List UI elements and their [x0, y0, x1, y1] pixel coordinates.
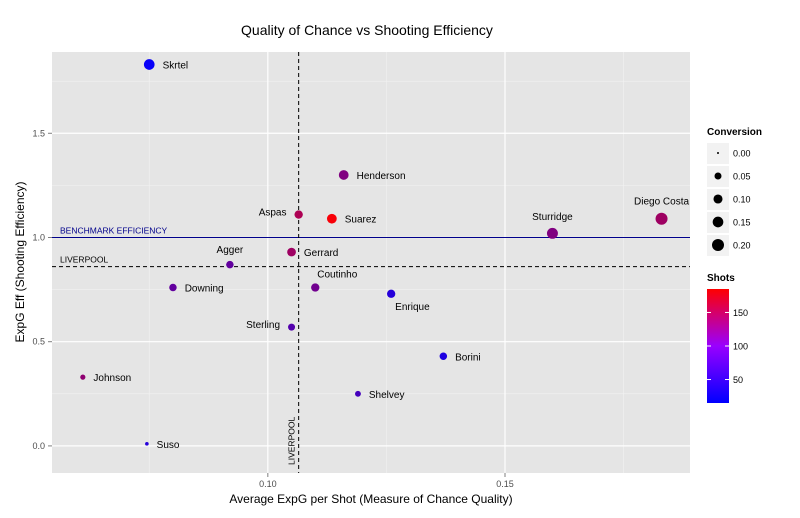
y-tick-label: 0.0 [32, 441, 45, 451]
liverpool-vertical-label: LIVERPOOL [287, 417, 297, 465]
y-tick-label: 1.0 [32, 232, 45, 242]
data-point-label: Gerrard [304, 248, 338, 259]
data-point-label: Agger [217, 245, 244, 256]
legend-size-label: 0.10 [733, 195, 751, 205]
data-point-label: Sterling [246, 320, 280, 331]
data-point [288, 323, 296, 331]
legend-size-dot [717, 152, 719, 154]
data-point [80, 374, 86, 380]
data-point [143, 59, 155, 70]
axes: 0.10 0.15 0.0 0.5 1.0 1.5 [32, 128, 513, 489]
data-point-label: Aspas [259, 208, 287, 219]
chart-title: Quality of Chance vs Shooting Efficiency [241, 22, 493, 38]
data-point [439, 352, 448, 361]
data-point-label: Skrtel [163, 61, 189, 72]
data-point-label: Johnson [93, 373, 131, 384]
plot-panel [52, 52, 690, 473]
data-point-label: Enrique [395, 302, 430, 313]
data-point-label: Borini [455, 352, 481, 363]
data-point [287, 247, 296, 257]
legend-size-dot [714, 172, 722, 180]
data-point [386, 289, 396, 298]
colorbar-tick-label: 100 [733, 342, 748, 352]
data-point-label: Suarez [345, 215, 377, 226]
reference-lines: BENCHMARK EFFICIENCY LIVERPOOL LIVERPOOL [52, 52, 690, 473]
data-point [355, 390, 361, 397]
data-point [294, 210, 303, 219]
data-point [338, 170, 349, 180]
legend-size-label: 0.05 [733, 172, 751, 182]
data-point [145, 442, 149, 446]
legend-shots-title: Shots [707, 273, 735, 284]
data-point-label: Downing [185, 284, 224, 295]
data-point-label: Suso [157, 440, 180, 451]
colorbar-tick-label: 150 [733, 308, 748, 318]
data-point [655, 212, 668, 225]
legend-size-label: 0.00 [733, 149, 751, 159]
legend-size-label: 0.20 [733, 241, 751, 251]
x-tick-label: 0.10 [259, 479, 277, 489]
y-tick-label: 1.5 [32, 128, 45, 138]
legend-size-dot [713, 194, 723, 204]
data-point [226, 260, 234, 269]
data-point [326, 213, 337, 224]
data-point-label: Shelvey [369, 390, 405, 401]
legend-size-dot [712, 239, 724, 251]
legend-size-dot [712, 216, 724, 228]
data-points: Skrtel Henderson Aspas Suarez Sturridge Diego… [80, 59, 689, 451]
legend-shots: Shots 50 100 150 [707, 273, 748, 403]
y-tick-label: 0.5 [32, 337, 45, 347]
shots-colorbar [707, 289, 729, 403]
legend-size-label: 0.15 [733, 218, 751, 228]
legend-conversion-title: Conversion [707, 127, 762, 138]
y-axis-label: ExpG Eff (Shooting Efficiency) [13, 182, 27, 343]
x-axis-label: Average ExpG per Shot (Measure of Chance… [229, 492, 512, 506]
data-point-label: Sturridge [532, 212, 573, 223]
data-point [311, 283, 320, 292]
x-tick-label: 0.15 [496, 479, 514, 489]
legend-conversion: Conversion 0.00 0.05 0.10 0.15 0.20 [707, 127, 762, 256]
data-point [169, 283, 177, 292]
data-point-label: Coutinho [317, 269, 357, 280]
benchmark-efficiency-label: BENCHMARK EFFICIENCY [60, 225, 168, 235]
liverpool-horizontal-label: LIVERPOOL [60, 255, 108, 265]
data-point-label: Diego Costa [634, 197, 689, 208]
colorbar-tick-label: 50 [733, 375, 743, 385]
data-point-label: Henderson [357, 171, 406, 182]
data-point [546, 227, 558, 239]
